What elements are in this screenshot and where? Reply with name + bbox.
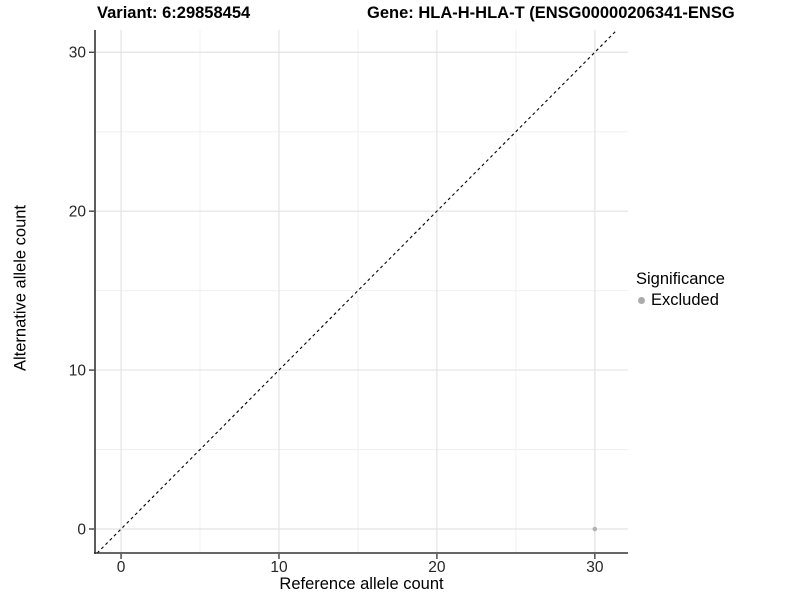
- x-tick-label: 30: [586, 559, 604, 576]
- legend: Significance Excluded: [636, 270, 725, 310]
- x-tick-label: 20: [428, 559, 446, 576]
- y-tick-label: 30: [69, 45, 87, 62]
- x-tick-label: 10: [270, 559, 288, 576]
- data-point: [592, 526, 598, 532]
- plot-title-variant: Variant: 6:29858454: [97, 4, 251, 22]
- y-tick-label: 10: [69, 363, 87, 380]
- identity-line: [96, 30, 618, 553]
- plot-title-gene: Gene: HLA-H-HLA-T (ENSG00000206341-ENSG: [367, 4, 735, 22]
- legend-item-excluded: Excluded: [636, 291, 725, 310]
- legend-title: Significance: [636, 270, 725, 288]
- y-axis-title: Alternative allele count: [11, 204, 30, 372]
- x-axis-title: Reference allele count: [279, 575, 444, 593]
- legend-item-label: Excluded: [651, 291, 719, 309]
- y-tick-label: 20: [69, 204, 87, 221]
- legend-point-marker-icon: [638, 297, 645, 304]
- y-tick-label: 0: [77, 522, 86, 539]
- x-tick-label: 0: [117, 559, 126, 576]
